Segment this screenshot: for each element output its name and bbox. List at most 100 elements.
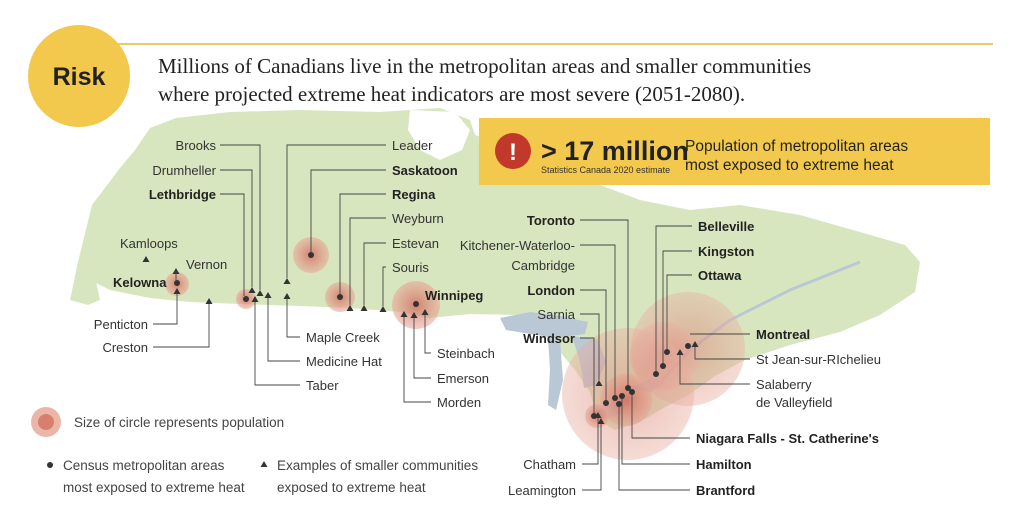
exclamation-mark: ! — [509, 139, 517, 166]
metro-dot-hamilton — [619, 393, 625, 399]
metro-dot-toronto — [625, 385, 631, 391]
community-triangle-sarnia — [595, 380, 603, 386]
metro-dot-kingston — [660, 363, 666, 369]
land-bc-coast — [70, 262, 100, 305]
community-triangle-taber — [251, 296, 259, 302]
label-steinbach: Steinbach — [437, 346, 495, 361]
metro-dot-belleville — [653, 371, 659, 377]
label-vernon: Vernon — [186, 257, 227, 272]
community-triangle-medicine-hat — [264, 292, 272, 298]
place-labels: Brooks Drumheller Lethbridge Kamloops Ve… — [94, 138, 881, 498]
legend-size-circle-inner — [38, 414, 54, 430]
metro-dot-lethbridge — [243, 296, 249, 302]
metro-dot-kitchener — [612, 395, 618, 401]
label-brooks: Brooks — [176, 138, 217, 153]
community-triangle-kamloops — [142, 256, 150, 262]
community-triangle-souris — [379, 306, 387, 312]
legend-metro-dot — [47, 462, 53, 468]
label-regina: Regina — [392, 187, 436, 202]
legend: Size of circle represents population Cen… — [31, 407, 478, 495]
callout-number: > 17 million — [541, 136, 689, 166]
legend-community-line1: Examples of smaller communities — [277, 458, 478, 473]
label-emerson: Emerson — [437, 371, 489, 386]
label-maple-creek: Maple Creek — [306, 330, 380, 345]
label-chatham: Chatham — [523, 457, 576, 472]
community-triangle-st-jean — [691, 341, 699, 347]
label-drumheller: Drumheller — [152, 163, 216, 178]
label-saskatoon: Saskatoon — [392, 163, 458, 178]
label-lethbridge: Lethbridge — [149, 187, 216, 202]
header: Risk Millions of Canadians live in the m… — [28, 25, 993, 127]
legend-metro-line1: Census metropolitan areas — [63, 458, 225, 473]
community-triangle-weyburn — [346, 305, 354, 311]
community-triangle-maple-creek — [283, 293, 291, 299]
hudson-bay — [408, 110, 470, 160]
label-ottawa: Ottawa — [698, 268, 742, 283]
metro-dot-regina — [337, 294, 343, 300]
label-kingston: Kingston — [698, 244, 754, 259]
label-london: London — [527, 283, 575, 298]
label-taber: Taber — [306, 378, 339, 393]
lake-superior — [500, 312, 588, 338]
label-toronto: Toronto — [527, 213, 575, 228]
label-winnipeg: Winnipeg — [425, 288, 483, 303]
callout-box: ! > 17 million Statistics Canada 2020 es… — [479, 118, 990, 185]
callout-desc-line2: most exposed to extreme heat — [685, 157, 894, 174]
community-triangle-leader — [283, 278, 291, 284]
label-brantford: Brantford — [696, 483, 755, 498]
community-triangle-penticton — [173, 288, 181, 294]
community-triangle-salaberry — [676, 349, 684, 355]
risk-badge-label: Risk — [53, 63, 106, 91]
metro-dot-ottawa — [664, 349, 670, 355]
metro-dot-winnipeg — [413, 301, 419, 307]
label-kamloops: Kamloops — [120, 236, 178, 251]
community-triangle-creston — [205, 298, 213, 304]
metro-dot-niagara — [629, 389, 635, 395]
label-sarnia: Sarnia — [537, 307, 575, 322]
headline-line2: where projected extreme heat indicators … — [158, 82, 745, 106]
legend-metro-line2: most exposed to extreme heat — [63, 480, 245, 495]
leader-lines — [153, 144, 750, 491]
label-st-jean: St Jean-sur-RIchelieu — [756, 352, 881, 367]
label-kitchener: Kitchener-Waterloo- — [460, 238, 575, 253]
callout-desc-line1: Population of metropolitan areas — [685, 138, 908, 155]
pop-circle-hamilton — [600, 374, 652, 426]
label-weyburn: Weyburn — [392, 211, 444, 226]
label-montreal: Montreal — [756, 327, 810, 342]
label-windsor: Windsor — [523, 331, 575, 346]
label-leader: Leader — [392, 138, 433, 153]
community-triangle-estevan — [360, 305, 368, 311]
label-kelowna: Kelowna — [113, 275, 167, 290]
label-belleville: Belleville — [698, 219, 754, 234]
metro-dot-saskatoon — [308, 252, 314, 258]
legend-size-text: Size of circle represents population — [74, 415, 284, 430]
community-triangle-brooks — [256, 290, 264, 296]
label-morden: Morden — [437, 395, 481, 410]
label-souris: Souris — [392, 260, 429, 275]
legend-community-line2: exposed to extreme heat — [277, 480, 426, 495]
community-triangle-chatham — [594, 412, 602, 418]
metro-dot-montreal — [685, 343, 691, 349]
callout-source: Statistics Canada 2020 estimate — [541, 165, 670, 175]
label-medicine-hat: Medicine Hat — [306, 354, 382, 369]
label-valleyfield: de Valleyfield — [756, 395, 832, 410]
label-creston: Creston — [102, 340, 148, 355]
label-niagara: Niagara Falls - St. Catherine's — [696, 431, 879, 446]
legend-community-triangle — [260, 461, 268, 467]
community-triangle-steinbach — [421, 309, 429, 315]
label-leamington: Leamington — [508, 483, 576, 498]
community-triangle-emerson — [410, 312, 418, 318]
metro-dot-brantford — [616, 401, 622, 407]
label-salaberry: Salaberry — [756, 377, 812, 392]
label-hamilton: Hamilton — [696, 457, 752, 472]
lake-michigan — [548, 338, 563, 410]
label-penticton: Penticton — [94, 317, 148, 332]
community-triangle-drumheller — [248, 287, 256, 293]
risk-badge — [28, 25, 130, 127]
label-cambridge: Cambridge — [511, 258, 575, 273]
markers — [142, 252, 699, 424]
headline-line1: Millions of Canadians live in the metrop… — [158, 54, 811, 78]
community-triangle-morden — [400, 311, 408, 317]
community-triangle-leamington — [597, 418, 605, 424]
